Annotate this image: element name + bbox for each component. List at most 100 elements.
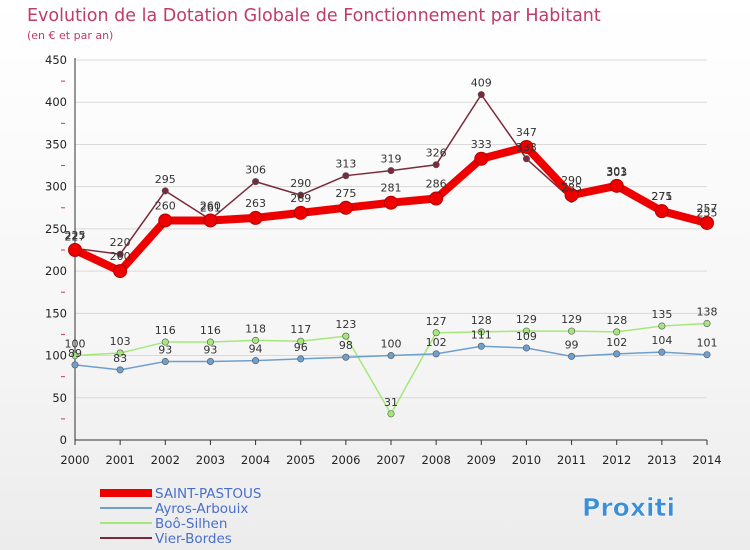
data-label: 117 bbox=[290, 323, 311, 336]
x-tick-label: 2006 bbox=[331, 453, 360, 467]
x-tick-label: 2004 bbox=[241, 453, 270, 467]
data-point bbox=[429, 191, 444, 206]
data-label: 260 bbox=[200, 199, 221, 212]
data-point bbox=[252, 357, 260, 365]
data-point bbox=[161, 338, 169, 346]
data-label: 111 bbox=[471, 328, 492, 341]
data-point bbox=[342, 353, 350, 361]
data-point bbox=[387, 410, 395, 418]
data-point bbox=[613, 328, 621, 336]
data-label: 129 bbox=[561, 313, 582, 326]
data-label: 225 bbox=[65, 229, 86, 242]
x-tick-label: 2003 bbox=[196, 453, 225, 467]
data-label: 255 bbox=[697, 207, 718, 220]
data-point bbox=[564, 188, 579, 203]
data-label: 128 bbox=[471, 314, 492, 327]
data-label: 93 bbox=[158, 343, 172, 356]
data-label: 409 bbox=[471, 77, 492, 90]
y-tick-label: 0 bbox=[60, 433, 67, 447]
data-point bbox=[477, 342, 485, 350]
data-point bbox=[703, 351, 711, 359]
data-label: 100 bbox=[381, 338, 402, 351]
data-label: 271 bbox=[651, 190, 672, 203]
data-point bbox=[658, 348, 666, 356]
legend-label: SAINT-PASTOUS bbox=[155, 486, 261, 502]
data-point bbox=[248, 210, 263, 225]
data-point bbox=[522, 327, 530, 335]
data-label: 295 bbox=[155, 173, 176, 186]
data-label: 227 bbox=[65, 230, 86, 243]
data-label: 286 bbox=[426, 177, 447, 190]
data-point bbox=[252, 336, 260, 344]
data-point bbox=[161, 187, 169, 195]
data-point bbox=[700, 215, 714, 230]
data-label: 116 bbox=[200, 324, 221, 337]
data-point bbox=[161, 357, 169, 365]
data-point bbox=[116, 366, 124, 374]
data-label: 306 bbox=[245, 164, 266, 177]
data-point bbox=[568, 327, 576, 335]
data-label: 83 bbox=[113, 352, 127, 365]
legend-label: Vier-Bordes bbox=[155, 531, 232, 547]
data-label: 123 bbox=[335, 318, 356, 331]
legend-label: Ayros-Arbouix bbox=[155, 501, 248, 517]
y-tick-label: 50 bbox=[52, 391, 67, 405]
data-label: 290 bbox=[290, 177, 311, 190]
data-label: 275 bbox=[651, 190, 672, 203]
x-tick-label: 2010 bbox=[512, 453, 541, 467]
y-tick-label: 400 bbox=[45, 95, 67, 109]
chart-subtitle: (en € et par an) bbox=[27, 29, 113, 42]
data-point bbox=[206, 357, 214, 365]
data-label: 301 bbox=[606, 165, 627, 178]
data-point bbox=[71, 361, 79, 369]
x-tick-label: 2009 bbox=[467, 453, 496, 467]
chart-title: Evolution de la Dotation Globale de Fonc… bbox=[27, 6, 601, 26]
data-label: 116 bbox=[155, 324, 176, 337]
x-tick-label: 2002 bbox=[151, 453, 180, 467]
data-point bbox=[342, 172, 350, 180]
data-point bbox=[116, 250, 124, 258]
y-tick-label: 350 bbox=[45, 137, 67, 151]
data-label: 118 bbox=[245, 322, 266, 335]
data-point bbox=[609, 178, 624, 193]
data-point bbox=[384, 195, 398, 210]
y-tick-label: 150 bbox=[45, 306, 67, 320]
data-label: 89 bbox=[68, 347, 82, 360]
data-point bbox=[252, 178, 260, 186]
data-label: 31 bbox=[384, 396, 398, 409]
data-point bbox=[432, 350, 440, 358]
data-point bbox=[703, 319, 711, 327]
legend-label: Boô-Silhen bbox=[155, 516, 227, 532]
data-label: 128 bbox=[606, 314, 627, 327]
x-tick-label: 2000 bbox=[60, 453, 89, 467]
y-tick-label: 250 bbox=[45, 222, 67, 236]
x-tick-label: 2013 bbox=[647, 453, 676, 467]
x-tick-label: 2014 bbox=[692, 453, 721, 467]
data-label: 285 bbox=[561, 181, 582, 194]
data-label: 102 bbox=[606, 336, 627, 349]
x-tick-label: 2011 bbox=[557, 453, 586, 467]
data-label: 333 bbox=[516, 141, 537, 154]
data-label: 261 bbox=[200, 202, 221, 215]
data-label: 200 bbox=[110, 250, 131, 263]
data-label: 220 bbox=[110, 236, 131, 249]
y-tick-label: 450 bbox=[45, 53, 67, 67]
data-label: 326 bbox=[426, 147, 447, 160]
data-point bbox=[654, 204, 669, 219]
data-label: 103 bbox=[110, 335, 131, 348]
data-label: 263 bbox=[245, 197, 266, 210]
data-label: 281 bbox=[381, 182, 402, 195]
data-point bbox=[387, 352, 395, 360]
data-point bbox=[477, 91, 485, 99]
data-label: 275 bbox=[335, 187, 356, 200]
data-label: 347 bbox=[516, 126, 537, 139]
data-point bbox=[342, 332, 350, 340]
x-tick-label: 2012 bbox=[602, 453, 631, 467]
data-label: 333 bbox=[471, 138, 492, 151]
data-label: 104 bbox=[651, 334, 672, 347]
data-point bbox=[474, 151, 489, 166]
data-label: 109 bbox=[516, 330, 537, 343]
y-tick-label: 100 bbox=[45, 349, 67, 363]
x-tick-label: 2008 bbox=[422, 453, 451, 467]
